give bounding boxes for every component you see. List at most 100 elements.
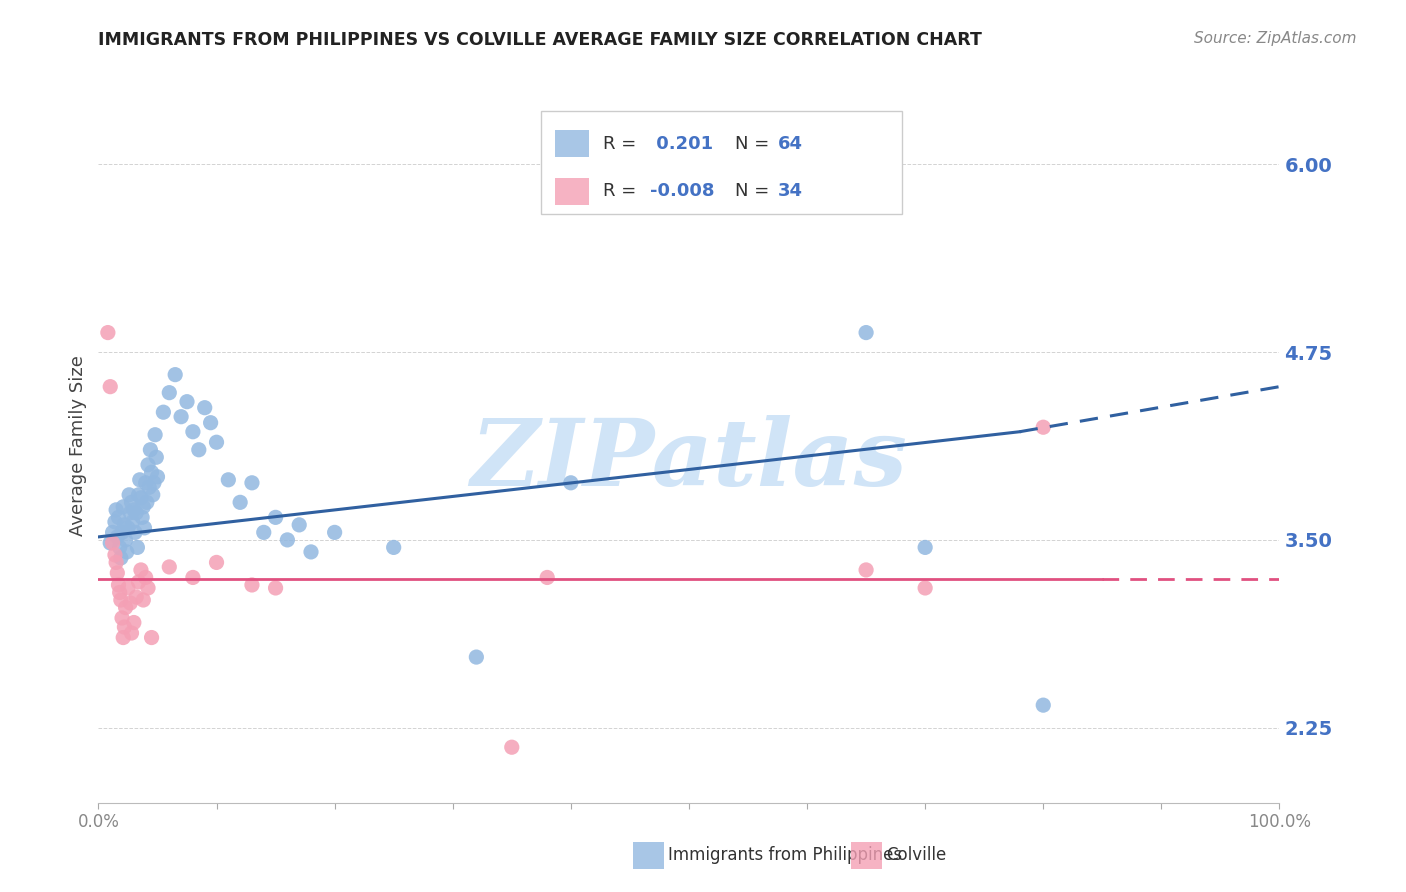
- Point: [145, 450, 167, 465]
- Point: [136, 581, 159, 595]
- Text: R =: R =: [603, 135, 641, 153]
- Point: [157, 560, 180, 574]
- Point: [205, 556, 228, 570]
- Point: [135, 570, 157, 584]
- Point: [276, 533, 298, 547]
- Point: [112, 500, 135, 514]
- Text: IMMIGRANTS FROM PHILIPPINES VS COLVILLE AVERAGE FAMILY SIZE CORRELATION CHART: IMMIGRANTS FROM PHILIPPINES VS COLVILLE …: [98, 31, 983, 49]
- Point: [146, 470, 169, 484]
- Point: [104, 515, 127, 529]
- Point: [264, 510, 287, 524]
- Point: [501, 740, 523, 755]
- Point: [112, 517, 135, 532]
- Point: [1032, 420, 1054, 434]
- Point: [112, 631, 135, 645]
- Point: [127, 541, 149, 555]
- Point: [143, 427, 166, 442]
- Point: [107, 510, 129, 524]
- Point: [240, 475, 263, 490]
- Point: [129, 491, 152, 505]
- Point: [131, 510, 153, 524]
- Point: [110, 550, 132, 565]
- Point: [855, 563, 877, 577]
- Point: [107, 578, 129, 592]
- Bar: [555, 130, 589, 157]
- Point: [914, 541, 936, 555]
- Point: [115, 545, 138, 559]
- Point: [136, 458, 159, 472]
- Text: N =: N =: [735, 135, 769, 153]
- Point: [132, 500, 155, 514]
- Point: [135, 495, 157, 509]
- Point: [122, 615, 145, 630]
- Point: [105, 556, 128, 570]
- Point: [121, 626, 143, 640]
- Point: [98, 379, 121, 393]
- Point: [264, 581, 287, 595]
- Point: [122, 503, 145, 517]
- Point: [120, 506, 142, 520]
- Text: R =: R =: [603, 182, 636, 201]
- Point: [105, 503, 128, 517]
- Point: [382, 541, 405, 555]
- Point: [114, 533, 136, 547]
- Point: [101, 525, 124, 540]
- Point: [118, 488, 141, 502]
- Point: [121, 495, 143, 509]
- Point: [132, 593, 155, 607]
- Point: [240, 578, 263, 592]
- Point: [141, 631, 163, 645]
- Point: [253, 525, 276, 540]
- Point: [117, 521, 139, 535]
- Point: [176, 394, 198, 409]
- Point: [114, 600, 136, 615]
- Point: [855, 326, 877, 340]
- Point: [187, 442, 209, 457]
- Point: [217, 473, 239, 487]
- Text: 0.201: 0.201: [650, 135, 713, 153]
- Point: [194, 401, 217, 415]
- Point: [323, 525, 346, 540]
- Point: [124, 525, 146, 540]
- Text: Colville: Colville: [886, 847, 946, 864]
- Point: [108, 541, 131, 555]
- Point: [135, 475, 157, 490]
- Point: [128, 488, 150, 502]
- Bar: [851, 842, 882, 869]
- Point: [142, 488, 165, 502]
- Point: [120, 596, 142, 610]
- Bar: [633, 842, 664, 869]
- Point: [98, 536, 121, 550]
- Text: 64: 64: [778, 135, 803, 153]
- Point: [128, 473, 150, 487]
- Point: [200, 416, 222, 430]
- Point: [536, 570, 558, 584]
- Point: [117, 581, 139, 595]
- Text: 34: 34: [778, 182, 803, 201]
- Point: [125, 506, 148, 520]
- Point: [299, 545, 322, 559]
- Text: ZIPatlas: ZIPatlas: [471, 416, 907, 505]
- Point: [465, 650, 488, 665]
- Point: [914, 581, 936, 595]
- Point: [170, 409, 193, 424]
- Point: [104, 548, 127, 562]
- Point: [105, 566, 128, 580]
- Point: [142, 475, 165, 490]
- Point: [205, 435, 228, 450]
- Point: [108, 585, 131, 599]
- Point: [121, 515, 143, 529]
- Point: [165, 368, 187, 382]
- Point: [138, 480, 160, 494]
- Point: [128, 574, 150, 589]
- Point: [1032, 698, 1054, 713]
- Point: [141, 465, 163, 479]
- Point: [229, 495, 252, 509]
- Text: Source: ZipAtlas.com: Source: ZipAtlas.com: [1194, 31, 1357, 46]
- Point: [181, 570, 204, 584]
- Point: [111, 611, 134, 625]
- Point: [152, 405, 174, 419]
- Y-axis label: Average Family Size: Average Family Size: [69, 356, 87, 536]
- Point: [101, 536, 124, 550]
- Text: N =: N =: [735, 182, 769, 201]
